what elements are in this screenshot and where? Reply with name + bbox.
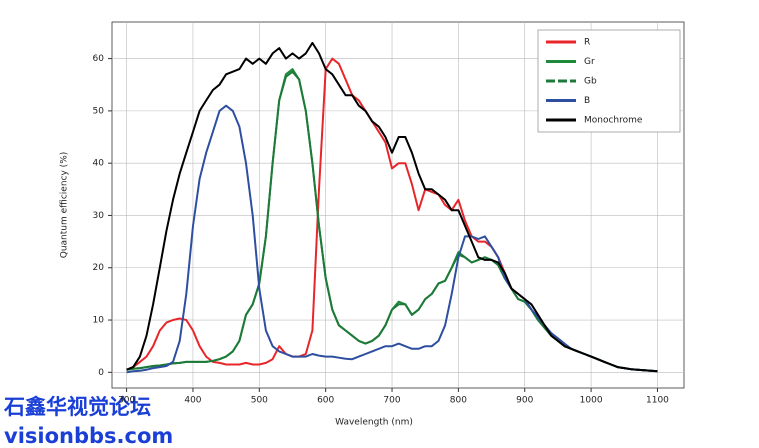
y-tick-label: 30: [93, 211, 105, 221]
legend-label: R: [584, 38, 590, 48]
legend-label: Gr: [584, 57, 595, 67]
legend-label: B: [584, 96, 590, 106]
x-tick-label: 800: [450, 396, 467, 406]
watermark: 石鑫华视觉论坛: [3, 395, 151, 419]
legend-label: Gb: [584, 77, 597, 87]
y-tick-label: 60: [93, 54, 105, 64]
x-tick-label: 1000: [580, 396, 603, 406]
x-tick-label: 300: [118, 396, 135, 406]
legend-label: Monochrome: [584, 116, 643, 126]
y-tick-label: 10: [93, 316, 105, 326]
x-tick-label: 400: [184, 396, 201, 406]
x-tick-label: 1100: [646, 396, 669, 406]
y-tick-label: 0: [98, 368, 104, 378]
y-tick-label: 40: [93, 159, 105, 169]
plot-frame: [111, 21, 685, 389]
x-tick-label: 500: [251, 396, 268, 406]
x-tick-label: 900: [516, 396, 533, 406]
series-line: [126, 41, 658, 373]
y-tick-label: 20: [93, 263, 105, 273]
x-tick-label: 700: [383, 396, 400, 406]
y-axis-label: Quantum efficiency (%): [60, 152, 70, 259]
watermark: visionbbs.com: [4, 424, 173, 448]
x-tick-label: 600: [317, 396, 334, 406]
x-axis-label: Wavelength (nm): [335, 418, 413, 428]
y-tick-label: 50: [93, 106, 105, 116]
